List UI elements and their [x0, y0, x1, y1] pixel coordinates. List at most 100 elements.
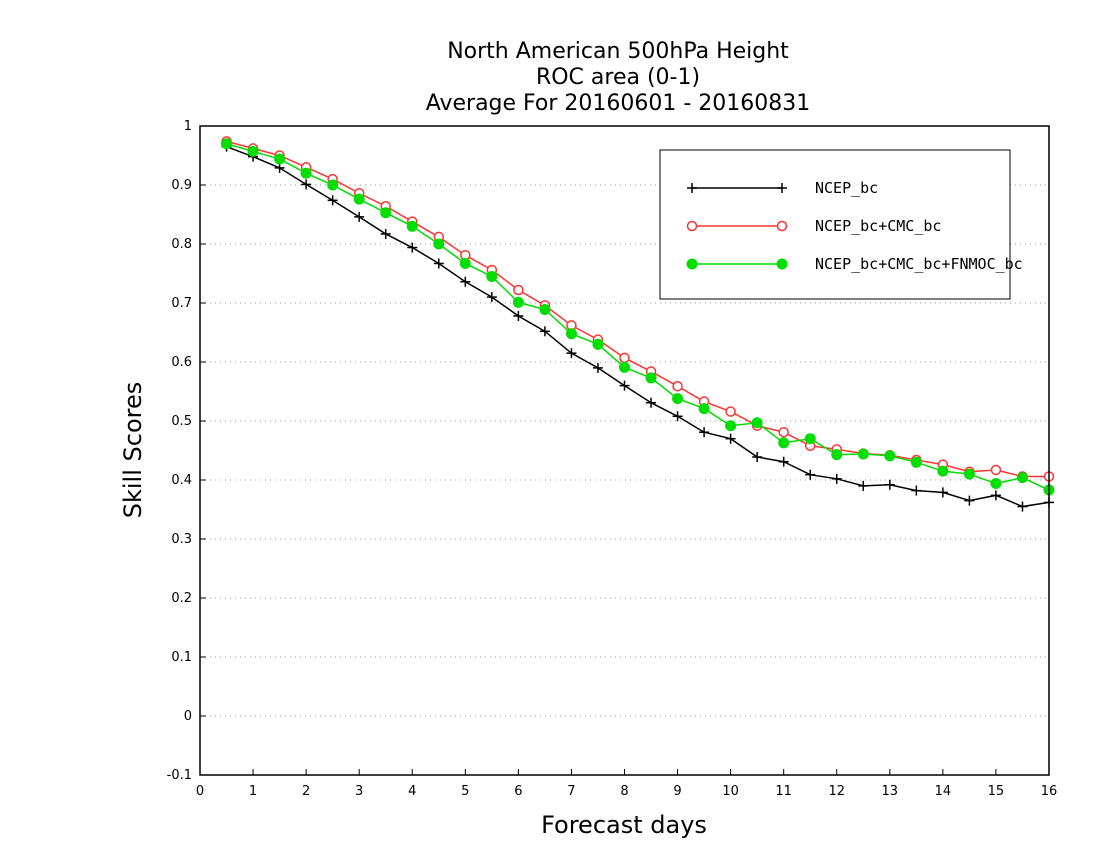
- x-tick-label: 6: [514, 784, 522, 799]
- legend-entry: NCEP_bc+CMC_bc: [686, 217, 941, 235]
- plot-frame: [199, 125, 1050, 776]
- data-point-plus: [619, 380, 630, 391]
- data-point-plus: [539, 326, 550, 337]
- y-tick-label: 0.6: [171, 355, 192, 370]
- data-point-filled-circle: [804, 433, 816, 445]
- data-point-plus: [831, 473, 842, 484]
- data-point-filled-circle: [645, 372, 657, 384]
- x-tick-label: 16: [1041, 784, 1058, 799]
- data-point-plus: [990, 490, 1001, 501]
- chart-subtitle: ROC area (0-1): [536, 65, 700, 90]
- data-point-filled-circle: [937, 465, 949, 477]
- data-point-filled-circle: [910, 456, 922, 468]
- data-point-filled-circle: [751, 417, 763, 429]
- x-axis-label: Forecast days: [541, 811, 707, 839]
- y-tick-label: 0.2: [171, 591, 192, 606]
- data-point-plus: [433, 258, 444, 269]
- chart-subtitle-2: Average For 20160601 - 20160831: [426, 91, 811, 116]
- data-point-plus: [301, 179, 312, 190]
- data-point-plus: [407, 242, 418, 253]
- y-axis-label: Skill Scores: [119, 382, 147, 519]
- data-point-open-circle: [513, 284, 524, 296]
- legend-entry: NCEP_bc: [687, 179, 878, 197]
- data-point-open-circle: [672, 380, 683, 392]
- data-point-filled-circle: [778, 437, 790, 449]
- data-point-plus: [460, 276, 471, 287]
- legend-entry: NCEP_bc+CMC_bc+FNMOC_bc: [686, 255, 1023, 273]
- data-point-filled-circle: [619, 361, 630, 373]
- data-point-filled-circle: [831, 449, 843, 461]
- x-tick-label: 3: [355, 784, 363, 799]
- data-point-open-circle: [725, 406, 736, 417]
- data-point-open-circle: [686, 220, 698, 232]
- data-point-open-circle: [619, 352, 630, 364]
- y-tick-label: 0: [184, 709, 192, 724]
- data-point-plus: [884, 479, 895, 490]
- data-point-filled-circle: [406, 220, 418, 232]
- data-point-open-circle: [776, 220, 788, 232]
- data-point-plus: [752, 451, 763, 462]
- series-1: [221, 141, 1054, 512]
- data-point-filled-circle: [884, 450, 896, 462]
- data-point-filled-circle: [990, 478, 1002, 490]
- data-point-plus: [699, 427, 710, 438]
- data-point-filled-circle: [486, 270, 498, 282]
- y-tick-label: 0.8: [171, 237, 192, 252]
- data-point-plus: [274, 162, 285, 173]
- y-tick-label: 0.9: [171, 178, 192, 193]
- data-point-filled-circle: [1016, 472, 1028, 484]
- data-point-filled-circle: [686, 258, 698, 270]
- x-tick-label: 8: [620, 784, 628, 799]
- data-point-filled-circle: [725, 420, 737, 432]
- chart-title: North American 500hPa Height: [447, 39, 789, 64]
- data-point-plus: [911, 485, 922, 496]
- data-point-plus: [778, 456, 789, 467]
- legend-label: NCEP_bc+CMC_bc: [815, 217, 941, 235]
- x-tick-label: 10: [722, 784, 739, 799]
- data-point-filled-circle: [247, 145, 259, 157]
- y-tick-label: -0.1: [167, 768, 192, 783]
- legend-box: [659, 149, 1011, 300]
- y-tick-label: 0.4: [171, 473, 192, 488]
- data-point-filled-circle: [565, 328, 577, 340]
- x-tick-label: 4: [408, 784, 416, 799]
- data-point-plus: [687, 183, 697, 193]
- data-point-filled-circle: [672, 393, 684, 405]
- data-point-plus: [777, 183, 787, 193]
- series-3: [221, 138, 1055, 496]
- data-point-plus: [672, 411, 683, 422]
- x-tick-label: 12: [828, 784, 845, 799]
- data-point-filled-circle: [353, 193, 365, 205]
- axis-ticks: -0.100.10.20.30.40.50.60.70.80.910 1 2 3 4 5 6…: [167, 119, 1058, 799]
- y-tick-label: 0.1: [171, 650, 192, 665]
- legend-label: NCEP_bc+CMC_bc+FNMOC_bc: [815, 255, 1023, 273]
- series-line: [226, 145, 1050, 508]
- data-point-plus: [354, 211, 365, 222]
- data-point-plus: [646, 397, 657, 408]
- x-tick-label: 14: [935, 784, 952, 799]
- data-point-filled-circle: [698, 403, 710, 415]
- data-point-filled-circle: [274, 153, 286, 165]
- legend: NCEP_bc NCEP_bc+CMC_bc NCEP_bc+CMC_bc+FNMO…: [659, 149, 1023, 300]
- data-point-plus: [380, 228, 391, 239]
- y-tick-label: 0.3: [171, 532, 192, 547]
- x-tick-label: 9: [673, 784, 681, 799]
- x-tick-label: 0: [196, 784, 204, 799]
- y-tick-label: 0.5: [171, 414, 192, 429]
- y-tick-label: 0.7: [171, 296, 192, 311]
- y-tick-label: 1: [184, 119, 192, 134]
- data-point-plus: [858, 480, 869, 491]
- data-point-plus: [592, 362, 603, 373]
- x-tick-label: 1: [249, 784, 257, 799]
- data-point-open-circle: [778, 426, 789, 438]
- data-point-plus: [486, 292, 497, 303]
- data-point-plus: [566, 348, 577, 359]
- x-tick-label: 2: [302, 784, 310, 799]
- x-tick-label: 15: [988, 784, 1005, 799]
- data-point-filled-circle: [327, 179, 339, 191]
- data-point-plus: [725, 433, 736, 444]
- x-tick-label: 7: [567, 784, 575, 799]
- data-point-filled-circle: [221, 138, 233, 150]
- data-point-filled-circle: [592, 338, 604, 350]
